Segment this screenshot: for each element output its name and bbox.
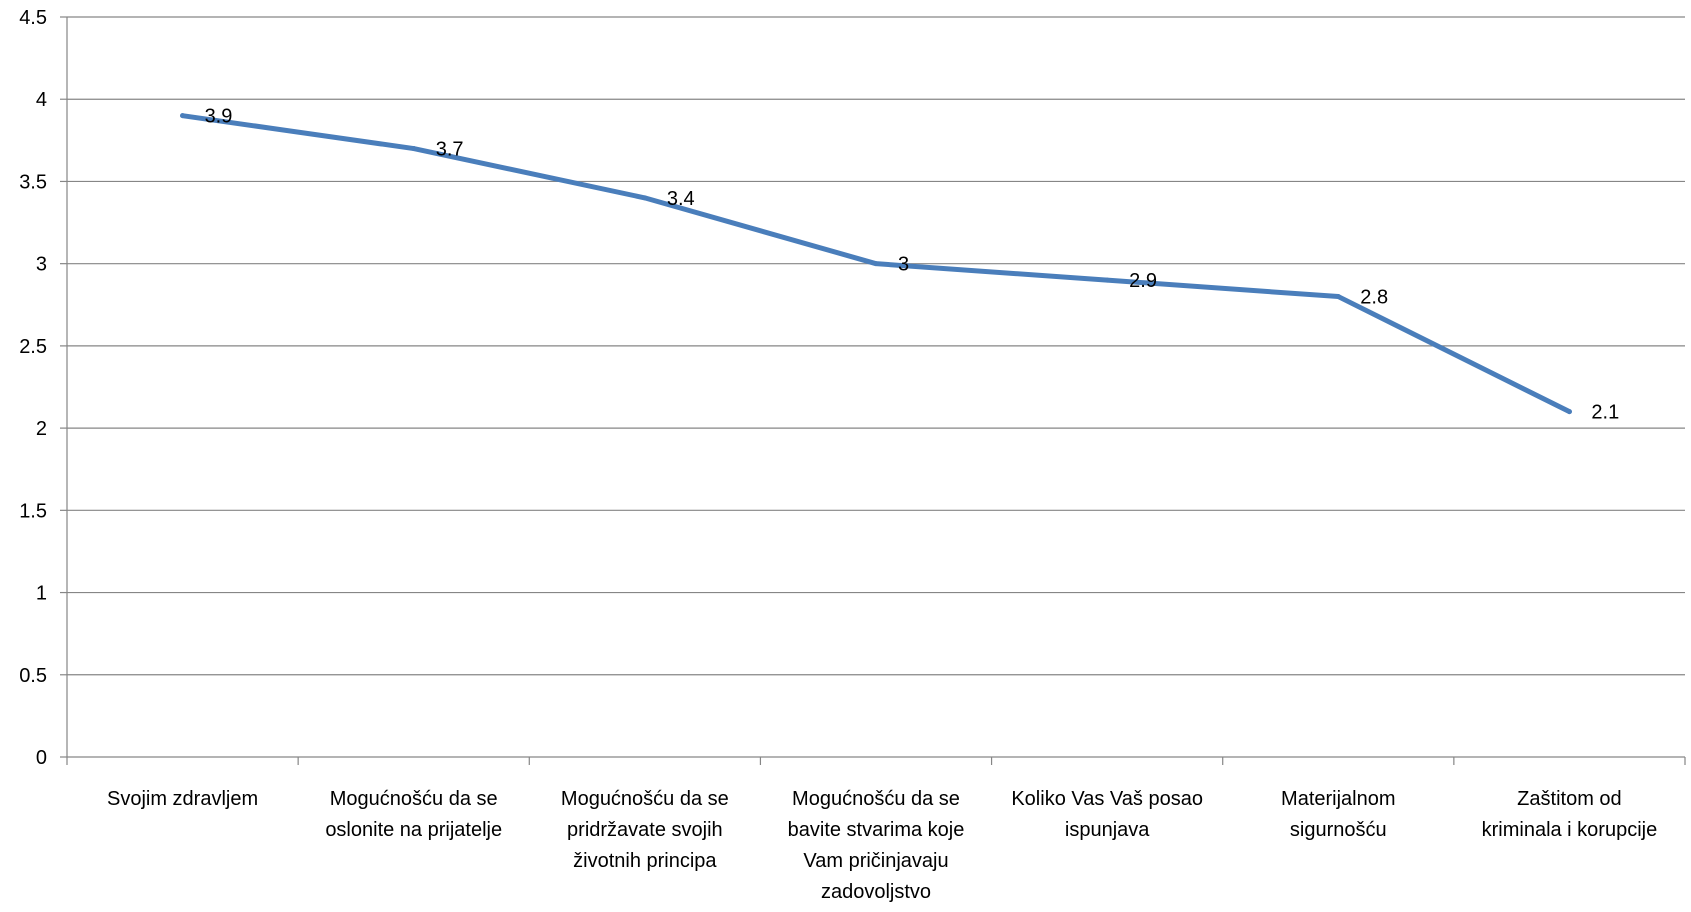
- y-tick-label: 2: [36, 418, 47, 440]
- x-category-label-line: pridržavate svojih: [567, 819, 723, 841]
- data-label: 3.4: [667, 188, 695, 210]
- y-tick-label: 3.5: [19, 171, 47, 193]
- x-category-label: Mogućnošću da se pridržavate svojih životn…: [561, 788, 729, 872]
- y-tick-label: 1.5: [19, 500, 47, 522]
- x-category-label-line: Zaštitom od: [1517, 788, 1621, 810]
- data-point: [642, 195, 648, 201]
- y-tick-label: 4.5: [19, 7, 47, 29]
- data-labels: 3.9 3.7 3.4 3 2.9 2.8 2.1: [205, 106, 1620, 424]
- x-category-label: Mogućnošću da se bavite stvarima koje Vam …: [788, 788, 965, 903]
- x-category-label-line: ispunjava: [1065, 819, 1150, 841]
- x-category-label-line: oslonite na prijatelje: [325, 819, 502, 841]
- y-tick-label: 3: [36, 254, 47, 276]
- x-category-label-line: životnih principa: [573, 850, 717, 872]
- data-label: 2.1: [1591, 402, 1619, 424]
- x-category-label: Koliko Vas Vaš posao ispunjava: [1011, 788, 1203, 841]
- x-category-label-line: sigurnošću: [1290, 819, 1387, 841]
- x-category-label-line: Materijalnom: [1281, 788, 1395, 810]
- x-category-label-line: Svojim zdravljem: [107, 788, 258, 810]
- x-category-label-line: zadovoljstvo: [821, 881, 931, 903]
- x-category-label-line: Mogućnošću da se: [330, 788, 498, 810]
- data-label: 3: [898, 254, 909, 276]
- x-category-label: Zaštitom od kriminala i korupcije: [1482, 788, 1658, 841]
- x-category-label-line: Mogućnošću da se: [792, 788, 960, 810]
- y-tick-label: 0.5: [19, 665, 47, 687]
- x-axis-category-labels: Svojim zdravljem Mogućnošću da se oslonite…: [107, 788, 1657, 903]
- x-category-label: Mogućnošću da se oslonite na prijatelje: [325, 788, 502, 841]
- y-axis-tick-labels: 0 0.5 1 1.5 2 2.5 3 3.5 4 4.5: [19, 7, 47, 769]
- x-category-label-line: Mogućnošću da se: [561, 788, 729, 810]
- data-point: [180, 113, 186, 119]
- x-category-label-line: bavite stvarima koje: [788, 819, 965, 841]
- x-category-label-line: Koliko Vas Vaš posao: [1011, 788, 1203, 810]
- data-label: 3.9: [205, 106, 233, 128]
- x-category-label-line: kriminala i korupcije: [1482, 819, 1658, 841]
- data-series: [180, 113, 1572, 415]
- axes: [60, 16, 1686, 765]
- x-category-label: Svojim zdravljem: [107, 788, 258, 810]
- data-point: [1335, 294, 1341, 300]
- y-tick-label: 0: [36, 747, 47, 769]
- x-category-label-line: Vam pričinjavaju: [803, 850, 948, 872]
- data-point: [411, 146, 417, 152]
- y-tick-label: 4: [36, 89, 47, 111]
- y-tick-label: 1: [36, 583, 47, 605]
- data-point: [873, 261, 879, 267]
- data-label: 3.7: [436, 139, 464, 161]
- data-point: [1104, 277, 1110, 283]
- data-label: 2.8: [1360, 287, 1388, 309]
- y-tick-label: 2.5: [19, 336, 47, 358]
- data-label: 2.9: [1129, 270, 1157, 292]
- data-point: [1566, 409, 1572, 415]
- x-category-label: Materijalnom sigurnošću: [1281, 788, 1395, 841]
